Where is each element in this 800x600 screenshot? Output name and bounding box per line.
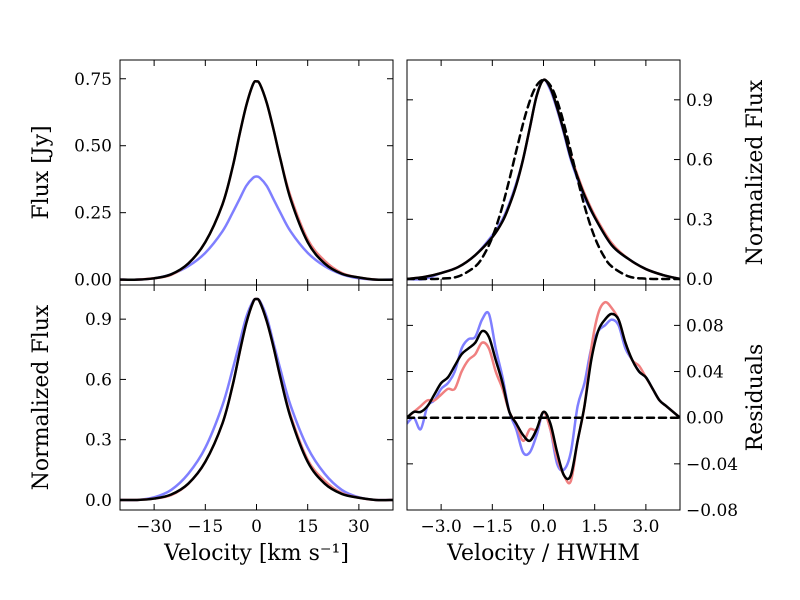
y-tick-label: −0.08 (686, 501, 738, 521)
y-axis-label: Normalized Flux (29, 304, 54, 490)
x-axis-label: Velocity [km s⁻¹] (163, 541, 349, 566)
y-tick-label: 0.9 (686, 91, 713, 111)
x-tick-label: 3.0 (632, 517, 659, 537)
panel-top-right: 0.0 0.3 0.6 0.9 Normalized Flux (406, 59, 768, 290)
y-tick-label: 0.9 (85, 310, 112, 330)
series-group (407, 300, 680, 485)
panel-bottom-right: −3.0 −1.5 0.0 1.5 3.0 −0.08 −0.04 0.00 0.04 0.08 V… (406, 284, 768, 566)
x-tick-label: 0 (251, 517, 262, 537)
y-tick-label: 0.0 (686, 270, 713, 290)
series-group (120, 297, 393, 502)
series-group (407, 78, 680, 281)
y-tick-label: 0.0 (85, 491, 112, 511)
y-tick-label: 0.08 (686, 316, 724, 336)
y-tick-label: 0.75 (74, 70, 112, 90)
series-line-2 (407, 312, 680, 481)
x-tick-label: 30 (348, 517, 370, 537)
y-axis-label: Residuals (743, 344, 768, 452)
x-tick-label: −3.0 (420, 517, 461, 537)
y-tick-label: 0.3 (85, 431, 112, 451)
series-line-3 (407, 78, 680, 281)
series-line-2 (120, 297, 393, 502)
x-tick-label: 15 (297, 517, 319, 537)
series-line-2 (120, 79, 393, 282)
x-tick-label: −1.5 (472, 517, 513, 537)
y-tick-label: 0.04 (686, 363, 724, 383)
y-tick-label: 0.50 (74, 137, 112, 157)
x-tick-label: −15 (187, 517, 223, 537)
y-tick-label: 0.3 (686, 210, 713, 230)
x-axis-label: Velocity / HWHM (446, 541, 640, 566)
panel-bottom-left: −30 −15 0 15 30 0.0 0.3 0.6 0.9 Velocity [km s⁻¹]… (29, 284, 394, 566)
y-tick-label: 0.6 (85, 370, 112, 390)
panel-top-left: 0.00 0.25 0.50 0.75 Flux [Jy] (29, 59, 394, 291)
series-line-2 (407, 78, 680, 281)
x-tick-label: 0.0 (530, 517, 557, 537)
y-tick-label: −0.04 (686, 455, 738, 475)
x-tick-label: 1.5 (581, 517, 608, 537)
y-tick-label: 0.6 (686, 151, 713, 171)
series-group (120, 79, 393, 282)
y-axis-label: Flux [Jy] (29, 125, 54, 219)
y-axis-label: Normalized Flux (743, 79, 768, 265)
x-tick-label: −30 (136, 517, 172, 537)
y-tick-label: 0.00 (686, 409, 724, 429)
y-tick-label: 0.00 (74, 271, 112, 291)
y-tick-label: 0.25 (74, 204, 112, 224)
